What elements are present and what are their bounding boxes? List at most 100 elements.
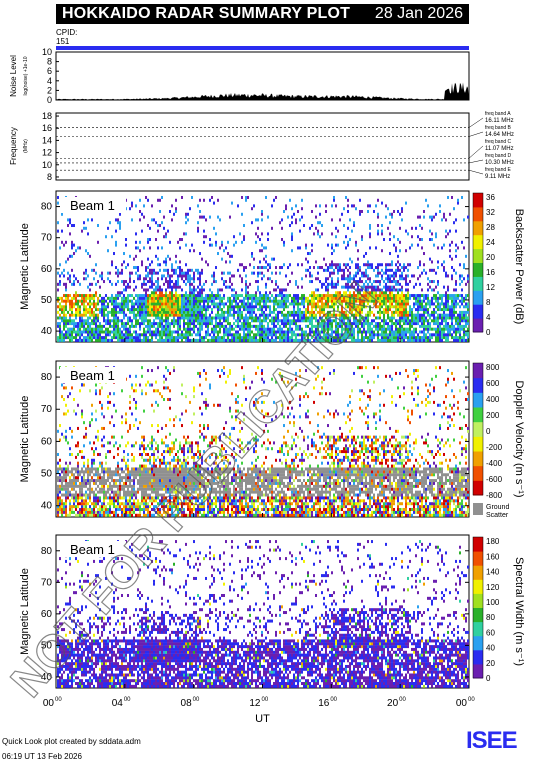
data-cell (59, 333, 61, 337)
data-cell (385, 322, 387, 326)
data-cell (197, 229, 199, 233)
data-cell (181, 294, 183, 298)
data-cell (401, 207, 403, 211)
data-cell (413, 316, 415, 320)
data-cell (175, 291, 177, 295)
data-cell (125, 507, 127, 511)
data-cell (319, 310, 321, 314)
data-cell (151, 294, 153, 298)
data-cell (347, 226, 349, 230)
data-cell (113, 496, 115, 500)
data-cell (113, 310, 115, 314)
data-cell (351, 277, 353, 281)
data-cell (209, 316, 211, 320)
data-cell (343, 294, 345, 298)
data-cell (175, 207, 177, 211)
data-cell (143, 450, 145, 454)
data-cell (303, 302, 305, 306)
data-cell (443, 336, 445, 340)
data-cell (245, 338, 247, 342)
data-cell (463, 299, 465, 303)
data-cell (327, 302, 329, 306)
data-cell (59, 246, 61, 250)
data-cell (369, 263, 371, 267)
data-cell (411, 308, 413, 312)
data-cell (265, 246, 267, 250)
data-cell (447, 308, 449, 312)
data-cell (365, 333, 367, 337)
data-cell (439, 296, 441, 300)
data-cell (69, 319, 71, 323)
data-cell (385, 327, 387, 331)
data-cell (111, 499, 113, 503)
data-cell (87, 507, 89, 511)
data-cell (437, 302, 439, 306)
data-cell (107, 406, 109, 410)
data-cell (69, 493, 71, 497)
data-cell (79, 313, 81, 317)
data-cell (369, 204, 371, 208)
data-cell (365, 274, 367, 278)
data-cell (453, 302, 455, 306)
data-cell (397, 333, 399, 337)
data-cell (131, 386, 133, 390)
data-cell (359, 302, 361, 306)
data-cell (397, 305, 399, 309)
data-cell (273, 288, 275, 292)
data-cell (377, 198, 379, 202)
data-cell (233, 235, 235, 239)
data-cell (395, 294, 397, 298)
data-cell (167, 229, 169, 233)
data-cell (203, 302, 205, 306)
data-cell (65, 324, 67, 328)
data-cell (425, 316, 427, 320)
data-cell (105, 510, 107, 514)
data-cell (349, 274, 351, 278)
data-cell (405, 327, 407, 331)
data-cell (161, 330, 163, 334)
data-cell (59, 274, 61, 278)
data-cell (225, 330, 227, 334)
data-cell (177, 336, 179, 340)
data-cell (187, 324, 189, 328)
data-cell (57, 282, 59, 286)
data-cell (261, 324, 263, 328)
data-cell (243, 319, 245, 323)
data-cell (77, 308, 79, 312)
data-cell (329, 327, 331, 331)
data-cell (261, 209, 263, 213)
data-cell (383, 324, 385, 328)
data-cell (151, 333, 153, 337)
data-cell (347, 330, 349, 334)
data-cell (381, 336, 383, 340)
data-cell (233, 336, 235, 340)
data-cell (343, 207, 345, 211)
data-cell (295, 302, 297, 306)
data-cell (343, 327, 345, 331)
data-cell (321, 324, 323, 328)
data-cell (99, 476, 101, 480)
data-cell (407, 268, 409, 272)
data-cell (417, 322, 419, 326)
data-cell (111, 470, 113, 474)
data-cell (103, 302, 105, 306)
data-cell (173, 313, 175, 317)
data-cell (407, 336, 409, 340)
data-cell (383, 308, 385, 312)
data-cell (215, 305, 217, 309)
data-cell (131, 271, 133, 275)
data-cell (93, 322, 95, 326)
data-cell (165, 277, 167, 281)
data-cell (449, 254, 451, 258)
data-cell (135, 308, 137, 312)
data-cell (339, 322, 341, 326)
data-cell (265, 338, 267, 342)
data-cell (435, 271, 437, 275)
data-cell (117, 493, 119, 497)
data-cell (223, 313, 225, 317)
data-cell (443, 316, 445, 320)
data-cell (467, 322, 469, 326)
data-cell (177, 324, 179, 328)
data-cell (203, 319, 205, 323)
data-cell (335, 294, 337, 298)
